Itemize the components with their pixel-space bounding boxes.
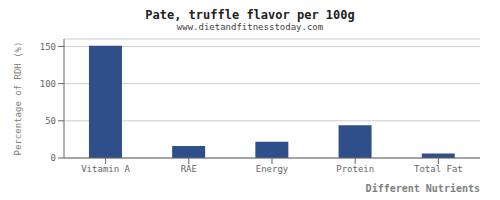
- html-text:www.dietandfitnesstoday.com: www.dietandfitnesstoday.com: [176, 22, 324, 32]
- html-text:Pate, truffle flavor per 100g: Pate, truffle flavor per 100g: [145, 8, 355, 22]
- svg-text:Total Fat: Total Fat: [414, 164, 463, 174]
- svg-text:RAE: RAE: [181, 164, 197, 174]
- svg-text:0: 0: [51, 153, 56, 163]
- svg-text:Different Nutrients: Different Nutrients: [366, 183, 480, 192]
- svg-text:Vitamin A: Vitamin A: [81, 164, 130, 174]
- svg-text:50: 50: [45, 116, 56, 126]
- svg-text:Protein: Protein: [336, 164, 374, 174]
- svg-text:Energy: Energy: [256, 164, 289, 174]
- svg-text:150: 150: [40, 42, 56, 52]
- svg-text:Percentage of RDH (%): Percentage of RDH (%): [13, 42, 23, 156]
- svg-text:100: 100: [40, 79, 56, 89]
